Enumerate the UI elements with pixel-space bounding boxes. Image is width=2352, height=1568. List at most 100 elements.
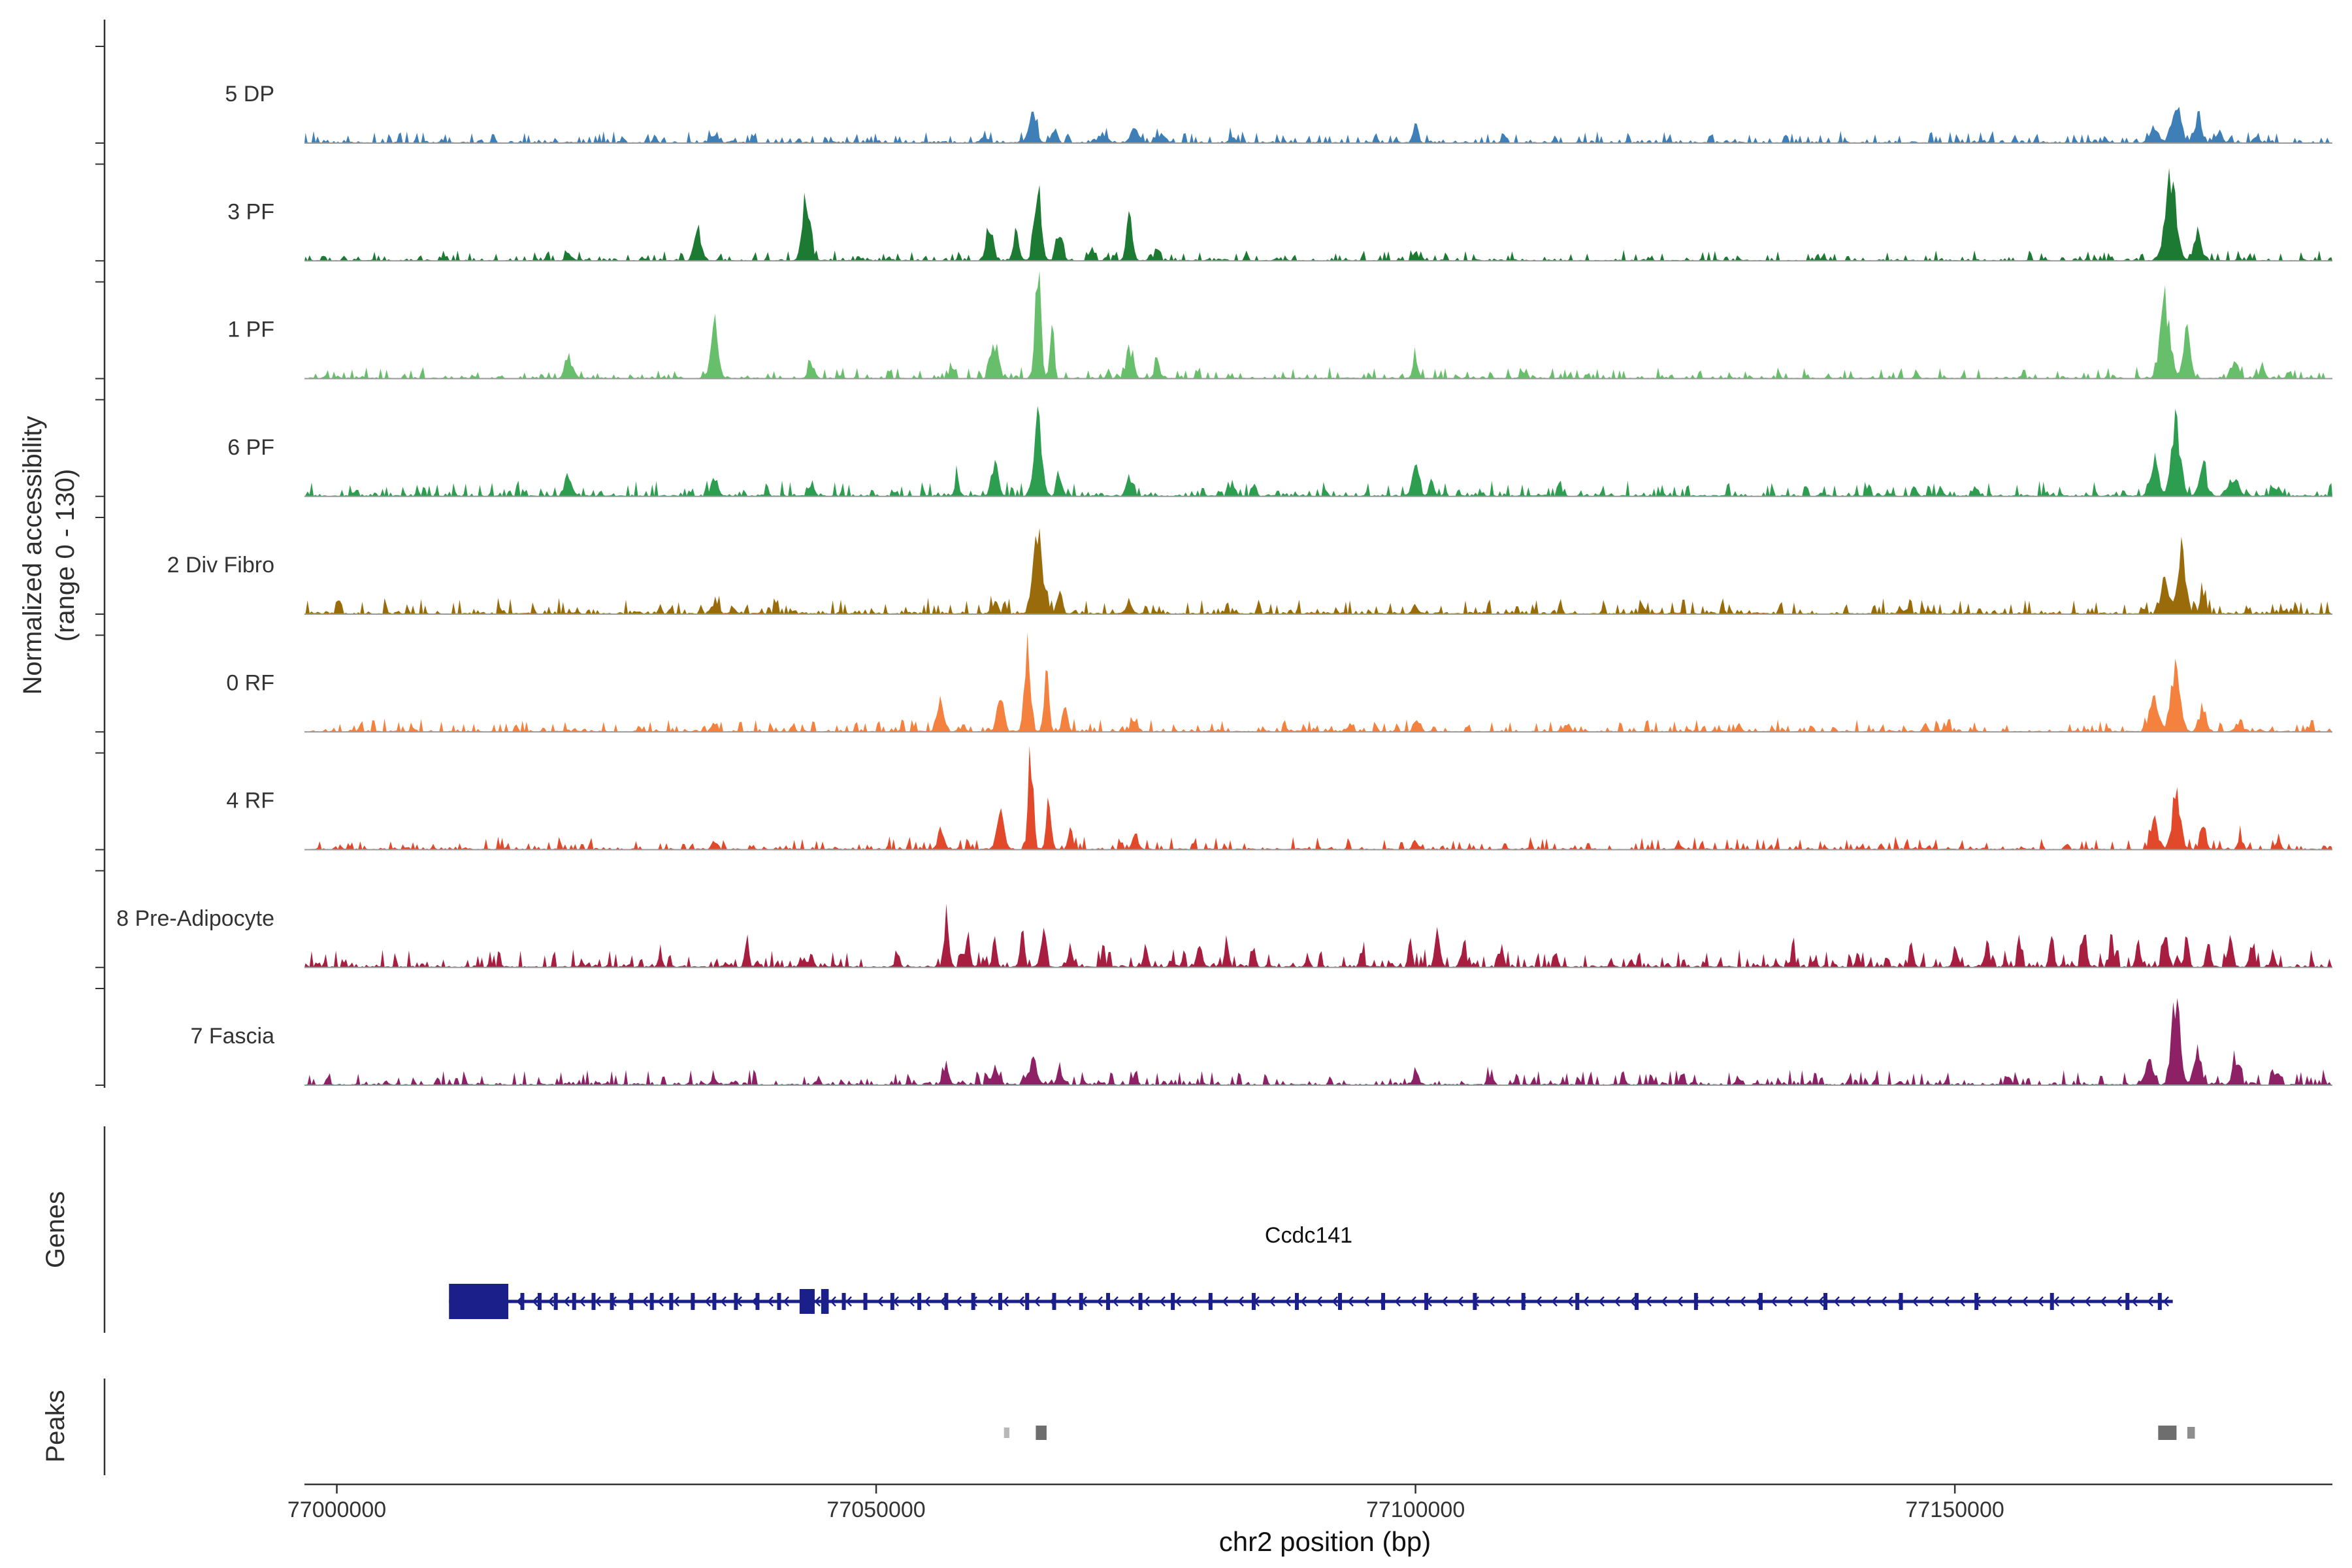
gene-exon-tick	[1758, 1293, 1763, 1310]
peaks-section-label: Peaks	[41, 1328, 74, 1524]
gene-strand-arrow	[1927, 1296, 1934, 1307]
gene-exon-tick	[591, 1293, 596, 1310]
x-axis-title: chr2 position (bp)	[1155, 1526, 1495, 1558]
gene-strand-arrow	[1096, 1296, 1103, 1307]
gene-strand-arrow	[1551, 1296, 1558, 1307]
gene-exon-tick	[1171, 1293, 1175, 1310]
gene-exon-tick	[649, 1293, 654, 1310]
gene-strand-arrow	[1190, 1296, 1197, 1307]
peaks-section-label-text: Peaks	[41, 1390, 70, 1463]
gene-strand-arrow	[1410, 1296, 1416, 1307]
x-axis-title-text: chr2 position (bp)	[1218, 1526, 1431, 1557]
gene-exon-tick	[944, 1293, 949, 1310]
y-axis-label-line2: (range 0 - 130)	[51, 468, 80, 642]
gene-exon-tick	[572, 1293, 576, 1310]
gene-strand-arrow	[1222, 1296, 1228, 1307]
gene-strand-arrow	[987, 1296, 993, 1307]
x-tick-label: 77150000	[1905, 1497, 2004, 1522]
gene-exon-tick	[841, 1293, 846, 1310]
gene-exon-tick	[1823, 1293, 1827, 1310]
gene-exon-tick	[2157, 1293, 2162, 1310]
track-label: 4 RF	[226, 789, 274, 813]
gene-exon-tick	[1294, 1293, 1299, 1310]
gene-strand-arrow	[2084, 1296, 2091, 1307]
gene-strand-arrow	[1880, 1296, 1887, 1307]
peak-box	[2158, 1426, 2177, 1440]
track-signal-8-pre-adipocyte	[304, 904, 2332, 968]
gene-strand-arrow	[1849, 1296, 1855, 1307]
gene-strand-arrow	[2021, 1296, 2028, 1307]
gene-exon-tick	[610, 1293, 614, 1310]
gene-strand-arrow	[1175, 1296, 1181, 1307]
track-label: 8 Pre-Adipocyte	[116, 906, 274, 931]
gene-exon-utr	[449, 1284, 509, 1319]
gene-strand-arrow	[1943, 1296, 1950, 1307]
gene-strand-arrow	[845, 1296, 852, 1307]
gene-exon-tick	[1208, 1293, 1213, 1310]
gene-strand-arrow	[1018, 1296, 1024, 1307]
gene-exon-tick	[629, 1293, 634, 1310]
gene-exon	[799, 1289, 815, 1314]
gene-exon-tick	[1473, 1293, 1477, 1310]
gene-strand-arrow	[1331, 1296, 1338, 1307]
gene-strand-arrow	[877, 1296, 883, 1307]
gene-exon-tick	[691, 1293, 695, 1310]
gene-strand-arrow	[563, 1296, 570, 1307]
gene-exon-tick	[2125, 1293, 2130, 1310]
gene-strand-arrow	[1582, 1296, 1589, 1307]
gene-strand-arrow	[1363, 1296, 1369, 1307]
y-axis-label: Normalized accessibility (range 0 - 130)	[16, 261, 82, 849]
gene-strand-arrow	[1237, 1296, 1244, 1307]
gene-exon-tick	[1052, 1293, 1056, 1310]
gene-strand-arrow	[908, 1296, 915, 1307]
track-signal-3-pf	[304, 168, 2332, 261]
gene-exon-tick	[1424, 1293, 1429, 1310]
gene-exon-tick	[890, 1293, 894, 1310]
gene-exon-tick	[1974, 1293, 1979, 1310]
gene-strand-arrow	[955, 1296, 962, 1307]
gene-strand-arrow	[642, 1296, 648, 1307]
gene-strand-arrow	[1112, 1296, 1119, 1307]
gene-strand-arrow	[814, 1296, 821, 1307]
gene-strand-arrow	[783, 1296, 789, 1307]
gene-strand-arrow	[924, 1296, 930, 1307]
peak-box	[2187, 1427, 2195, 1439]
gene-exon-tick	[1635, 1293, 1639, 1310]
gene-name-text: Ccdc141	[1264, 1223, 1353, 1248]
gene-strand-arrow	[1316, 1296, 1322, 1307]
track-label: 2 Div Fibro	[167, 553, 274, 578]
gene-strand-arrow	[1676, 1296, 1683, 1307]
gene-body	[449, 1299, 2173, 1303]
gene-strand-arrow	[1818, 1296, 1824, 1307]
gene-exon-tick	[669, 1293, 674, 1310]
gene-strand-arrow	[1394, 1296, 1401, 1307]
gene-strand-arrow	[1990, 1296, 1997, 1307]
gene-strand-arrow	[1504, 1296, 1511, 1307]
gene-strand-arrow	[2100, 1296, 2106, 1307]
gene-strand-arrow	[1959, 1296, 1965, 1307]
gene-strand-arrow	[2037, 1296, 2044, 1307]
gene-exon-tick	[1138, 1293, 1143, 1310]
gene-strand-arrow	[1723, 1296, 1730, 1307]
gene-strand-arrow	[1567, 1296, 1573, 1307]
gene-strand-arrow	[547, 1296, 554, 1307]
track-label: 3 PF	[227, 199, 274, 224]
gene-exon-tick	[998, 1293, 1002, 1310]
gene-strand-arrow	[657, 1296, 664, 1307]
gene-strand-arrow	[1739, 1296, 1746, 1307]
gene-strand-arrow	[1802, 1296, 1808, 1307]
gene-exon-tick	[1251, 1293, 1256, 1310]
gene-exon-tick	[917, 1293, 922, 1310]
gene-exon-tick	[712, 1293, 717, 1310]
track-label: 6 PF	[227, 435, 274, 460]
gene-strand-arrow	[1300, 1296, 1307, 1307]
gene-strand-arrow	[767, 1296, 774, 1307]
gene-strand-arrow	[2115, 1296, 2122, 1307]
gene-strand-arrow	[2068, 1296, 2075, 1307]
gene-strand-arrow	[1065, 1296, 1071, 1307]
gene-strand-arrow	[1002, 1296, 1009, 1307]
gene-exon-tick	[1025, 1293, 1030, 1310]
genes-section-label: Genes	[41, 1132, 74, 1328]
